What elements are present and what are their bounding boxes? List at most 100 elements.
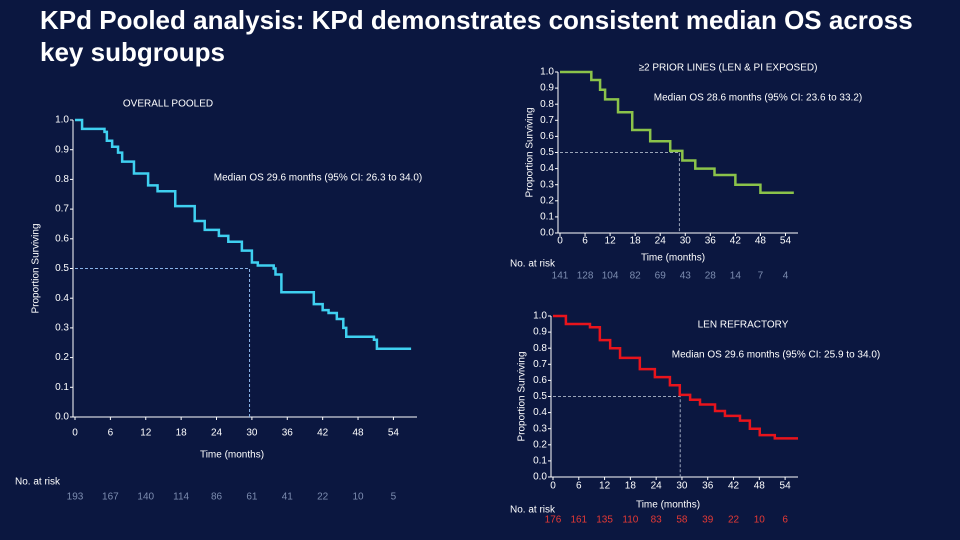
at-risk-count: 10 bbox=[352, 492, 364, 503]
x-tick-label: 54 bbox=[780, 481, 792, 492]
x-axis-label: Time (months) bbox=[641, 253, 705, 264]
x-tick-label: 18 bbox=[625, 481, 637, 492]
survival-curve bbox=[553, 314, 798, 440]
at-risk-count: 135 bbox=[596, 515, 613, 526]
x-tick-label: 0 bbox=[72, 428, 78, 439]
at-risk-count: 114 bbox=[173, 492, 189, 503]
at-risk-count: 4 bbox=[783, 271, 789, 282]
survival-curve bbox=[560, 70, 794, 194]
at-risk-count: 14 bbox=[730, 271, 742, 282]
x-tick-label: 36 bbox=[282, 428, 294, 439]
at-risk-count: 167 bbox=[102, 492, 119, 503]
y-tick-label: 0.0 bbox=[533, 472, 547, 483]
survival-curve bbox=[75, 118, 412, 350]
y-tick-label: 0.4 bbox=[533, 407, 547, 418]
at-risk-count: 61 bbox=[246, 492, 258, 503]
x-tick-label: 24 bbox=[651, 481, 663, 492]
at-risk-count: 22 bbox=[317, 492, 329, 503]
y-tick-label: 0.7 bbox=[533, 359, 547, 370]
y-tick-label: 0.3 bbox=[533, 423, 547, 434]
chart-title: ≥2 PRIOR LINES (LEN & PI EXPOSED) bbox=[639, 63, 818, 74]
at-risk-label: No. at risk bbox=[15, 477, 61, 488]
slide-title: KPd Pooled analysis: KPd demonstrates co… bbox=[40, 5, 913, 67]
at-risk-count: 141 bbox=[552, 271, 569, 282]
median-annotation: Median OS 28.6 months (95% CI: 23.6 to 3… bbox=[654, 93, 862, 104]
x-tick-label: 12 bbox=[599, 481, 611, 492]
y-tick-label: 0.6 bbox=[55, 233, 69, 244]
at-risk-count: 5 bbox=[391, 492, 397, 503]
y-tick-label: 0.5 bbox=[55, 263, 69, 274]
y-axis-label: Proportion Surviving bbox=[517, 351, 528, 441]
at-risk-count: 161 bbox=[570, 515, 587, 526]
x-tick-label: 36 bbox=[705, 236, 717, 247]
at-risk-count: 6 bbox=[782, 515, 788, 526]
y-tick-label: 0.5 bbox=[533, 391, 547, 402]
x-tick-label: 6 bbox=[108, 428, 114, 439]
y-tick-label: 0.2 bbox=[540, 195, 554, 206]
at-risk-count: 82 bbox=[630, 271, 642, 282]
median-line bbox=[553, 396, 681, 477]
y-axis-label: Proportion Surviving bbox=[31, 223, 42, 313]
y-tick-label: 0.2 bbox=[55, 352, 69, 363]
at-risk-count: 39 bbox=[702, 515, 714, 526]
y-tick-label: 1.0 bbox=[533, 311, 547, 322]
x-tick-label: 6 bbox=[582, 236, 588, 247]
y-tick-label: 0.9 bbox=[540, 83, 554, 94]
x-tick-label: 30 bbox=[680, 236, 692, 247]
y-tick-label: 0.9 bbox=[55, 144, 69, 155]
y-tick-label: 0.5 bbox=[540, 147, 554, 158]
at-risk-count: 110 bbox=[622, 515, 638, 526]
chart-title: LEN REFRACTORY bbox=[698, 320, 789, 331]
at-risk-count: 28 bbox=[705, 271, 717, 282]
x-tick-label: 54 bbox=[780, 236, 792, 247]
median-line bbox=[560, 152, 680, 233]
median-line bbox=[75, 268, 251, 417]
x-tick-label: 18 bbox=[630, 236, 642, 247]
x-tick-label: 12 bbox=[140, 428, 152, 439]
y-tick-label: 0.1 bbox=[540, 212, 554, 223]
at-risk-count: 104 bbox=[602, 271, 619, 282]
chart-title: OVERALL POOLED bbox=[123, 99, 213, 110]
median-annotation: Median OS 29.6 months (95% CI: 25.9 to 3… bbox=[672, 350, 880, 361]
x-tick-label: 48 bbox=[755, 236, 767, 247]
y-axis-label: Proportion Surviving bbox=[525, 107, 536, 197]
at-risk-label: No. at risk bbox=[510, 505, 556, 516]
x-tick-label: 42 bbox=[730, 236, 742, 247]
y-tick-label: 0.6 bbox=[533, 375, 547, 386]
at-risk-count: 176 bbox=[545, 515, 562, 526]
median-annotation: Median OS 29.6 months (95% CI: 26.3 to 3… bbox=[214, 173, 422, 184]
at-risk-count: 10 bbox=[754, 515, 766, 526]
x-axis-label: Time (months) bbox=[200, 450, 264, 461]
y-tick-label: 0.3 bbox=[55, 323, 69, 334]
y-tick-label: 0.1 bbox=[55, 382, 69, 393]
x-tick-label: 18 bbox=[176, 428, 188, 439]
x-axis-label: Time (months) bbox=[636, 500, 700, 511]
y-tick-label: 0.8 bbox=[540, 99, 554, 110]
x-tick-label: 6 bbox=[576, 481, 582, 492]
y-tick-label: 0.0 bbox=[55, 412, 69, 423]
at-risk-count: 43 bbox=[680, 271, 692, 282]
x-tick-label: 24 bbox=[211, 428, 223, 439]
at-risk-count: 7 bbox=[758, 271, 764, 282]
x-tick-label: 30 bbox=[246, 428, 258, 439]
at-risk-count: 86 bbox=[211, 492, 223, 503]
x-tick-label: 42 bbox=[728, 481, 740, 492]
x-tick-label: 48 bbox=[754, 481, 766, 492]
y-tick-label: 1.0 bbox=[540, 67, 554, 78]
y-tick-label: 0.1 bbox=[533, 456, 547, 467]
y-tick-label: 0.4 bbox=[55, 293, 69, 304]
y-tick-label: 0.6 bbox=[540, 131, 554, 142]
at-risk-count: 69 bbox=[655, 271, 667, 282]
at-risk-count: 58 bbox=[676, 515, 688, 526]
at-risk-count: 140 bbox=[137, 492, 154, 503]
x-tick-label: 24 bbox=[655, 236, 667, 247]
x-tick-label: 54 bbox=[388, 428, 400, 439]
y-tick-label: 1.0 bbox=[55, 115, 69, 126]
y-tick-label: 0.7 bbox=[55, 204, 69, 215]
x-tick-label: 48 bbox=[352, 428, 364, 439]
y-tick-label: 0.2 bbox=[533, 439, 547, 450]
at-risk-count: 22 bbox=[728, 515, 740, 526]
x-tick-label: 42 bbox=[317, 428, 329, 439]
y-tick-label: 0.3 bbox=[540, 179, 554, 190]
